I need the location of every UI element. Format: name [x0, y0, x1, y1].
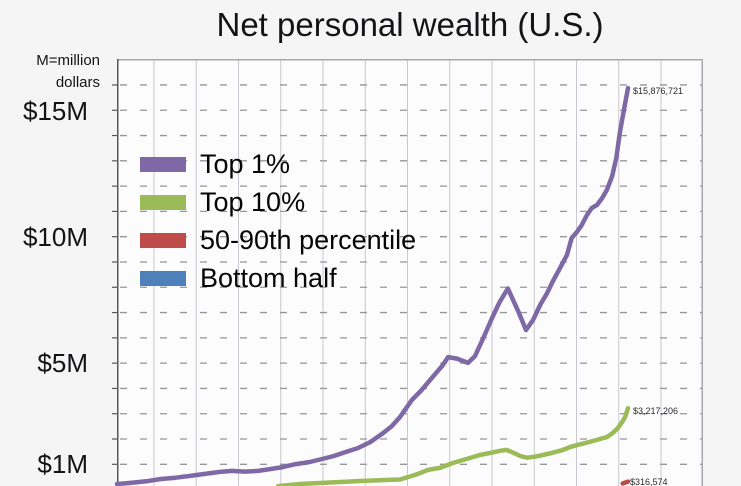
- legend-color-swatch-top-10pct: [140, 194, 186, 210]
- legend-item-50-90th: 50-90th percentile: [140, 221, 416, 259]
- series-line-50-90th-percentile: [620, 479, 631, 486]
- legend-color-swatch-50-90th: [140, 232, 186, 248]
- plot-svg: [112, 59, 703, 486]
- y-axis-unit-note-line1: M=million: [36, 52, 100, 69]
- plot-area: [112, 59, 704, 486]
- legend-item-label: Top 10%: [200, 186, 306, 217]
- legend: Top 1% Top 10% 50-90th percentile Bottom…: [140, 145, 416, 297]
- legend-item-label: Top 1%: [200, 148, 291, 179]
- plot-background: [117, 59, 703, 486]
- y-axis-tick-label-10m: $10M: [22, 222, 88, 252]
- legend-item-top-10pct: Top 10%: [140, 183, 416, 221]
- y-axis-unit-note-line2: dollars: [55, 74, 100, 91]
- y-axis-tick-label-1m: $1M: [37, 449, 88, 479]
- chart-title: Net personal wealth (U.S.): [216, 6, 604, 43]
- series-end-value-label-top-1pct: $15,876,721: [633, 86, 684, 96]
- series-end-value-label-top-10pct: $3,217,206: [633, 406, 679, 416]
- legend-item-label: Bottom half: [200, 262, 337, 293]
- legend-item-bottom-half: Bottom half: [140, 259, 416, 297]
- y-axis-tick-label-5m: $5M: [37, 348, 88, 378]
- y-axis-unit-note: M=million dollars: [4, 50, 100, 94]
- legend-color-swatch-top-1pct: [140, 156, 186, 172]
- series-end-value-label-50-90th: $316,574: [630, 477, 668, 486]
- series-line-top-10-: [275, 405, 631, 486]
- y-axis-tick-label-15m: $15M: [22, 96, 88, 126]
- legend-color-swatch-bottom-half: [140, 270, 186, 286]
- legend-item-top-1pct: Top 1%: [140, 145, 416, 183]
- series-line-top-1-: [114, 85, 631, 486]
- legend-item-label: 50-90th percentile: [200, 224, 417, 255]
